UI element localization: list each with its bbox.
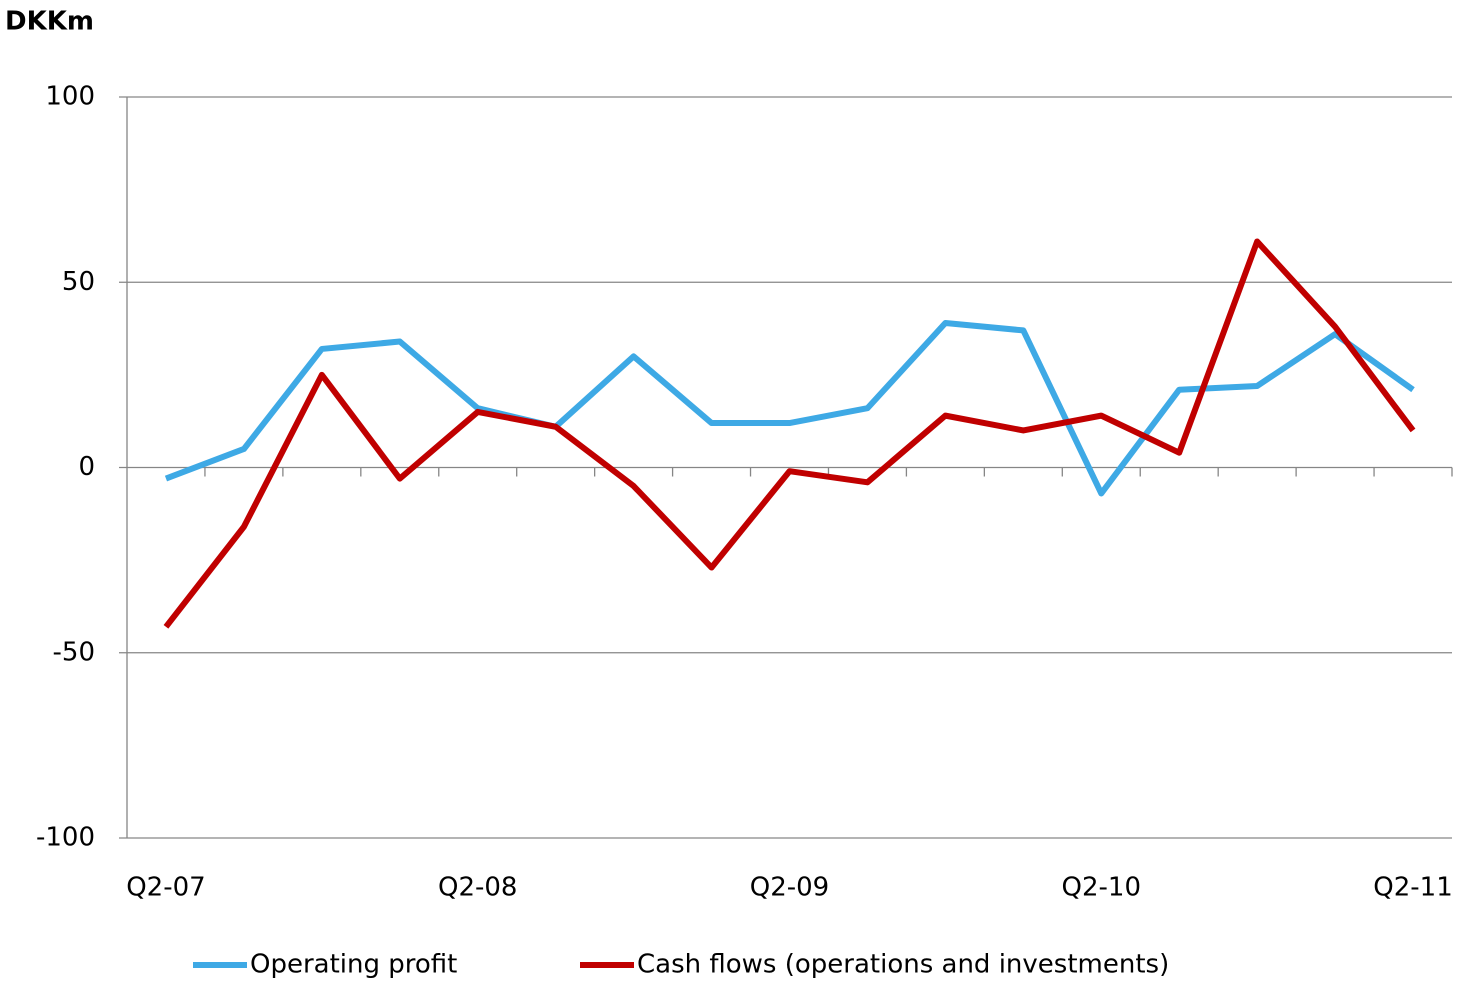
x-tick-label: Q2-11 [1373, 873, 1452, 903]
x-tick-label: Q2-07 [126, 873, 205, 903]
y-tick-label: -50 [53, 637, 95, 667]
y-tick-label: -100 [36, 823, 95, 853]
chart-title: DKKm [5, 7, 94, 37]
y-tick-label: 100 [45, 82, 95, 112]
y-tick-label: 50 [62, 267, 95, 297]
x-tick-label: Q2-08 [438, 873, 517, 903]
y-tick-label: 0 [78, 452, 95, 482]
x-tick-label: Q2-10 [1062, 873, 1141, 903]
data-line [163, 238, 1416, 629]
legend-label: Cash flows (operations and investments) [637, 950, 1169, 980]
legend-label: Operating profit [250, 950, 457, 980]
x-tick-label: Q2-09 [750, 873, 829, 903]
